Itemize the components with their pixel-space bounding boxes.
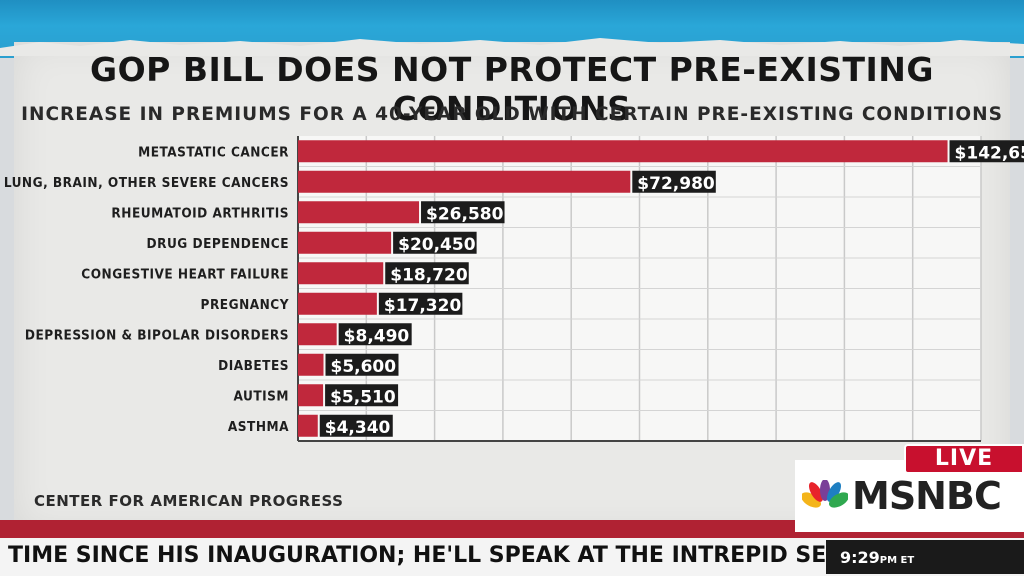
data-label: $20,450 — [398, 235, 476, 255]
bar — [298, 292, 377, 315]
live-badge: LIVE — [904, 444, 1024, 474]
broadcast-time: 9:29PM ET — [840, 548, 914, 567]
ticker-text: TIME SINCE HIS INAUGURATION; HE'LL SPEAK… — [8, 543, 902, 568]
data-label-box — [325, 353, 399, 376]
data-label: $18,720 — [390, 265, 468, 285]
bar — [298, 384, 324, 407]
time-suffix: PM ET — [879, 555, 915, 566]
category-label: METASTATIC CANCER — [138, 144, 289, 160]
network-name: MSNBC — [852, 474, 1002, 518]
bar — [298, 170, 631, 193]
ticker-red-strip — [0, 520, 1024, 540]
bar — [298, 231, 392, 254]
data-label-box — [632, 170, 716, 193]
data-label-box — [393, 231, 477, 254]
time-value: 9:29 — [840, 548, 880, 567]
bar — [298, 323, 337, 346]
data-label: $26,580 — [426, 204, 504, 224]
category-label: DEPRESSION & BIPOLAR DISORDERS — [25, 327, 289, 343]
data-label-box — [378, 292, 463, 315]
torn-paper-edge — [0, 38, 1024, 56]
category-label: PREGNANCY — [201, 297, 289, 313]
data-label-box — [949, 140, 1024, 163]
bar — [298, 201, 420, 224]
data-label: $5,600 — [330, 357, 396, 377]
chart-title: GOP BILL DOES NOT PROTECT PRE-EXISTING C… — [90, 50, 934, 128]
data-label-box — [421, 201, 505, 224]
data-label-box — [325, 384, 399, 407]
bar — [298, 414, 318, 437]
bar — [298, 140, 948, 163]
time-box — [826, 540, 1024, 574]
data-label-box — [385, 262, 469, 285]
data-label-box — [338, 323, 412, 346]
data-label: $17,320 — [384, 296, 462, 316]
data-label: $142,650 — [955, 143, 1024, 163]
category-label: AUTISM — [234, 388, 289, 404]
data-label-box — [319, 414, 393, 437]
category-label: DIABETES — [218, 358, 289, 374]
bar — [298, 353, 324, 376]
data-label: $5,510 — [330, 387, 396, 407]
data-label: $4,340 — [325, 418, 391, 438]
bar — [298, 262, 384, 285]
peacock-icon — [802, 480, 848, 508]
category-label: LUNG, BRAIN, OTHER SEVERE CANCERS — [4, 175, 289, 191]
data-label: $8,490 — [344, 326, 410, 346]
source-note: CENTER FOR AMERICAN PROGRESS — [34, 492, 344, 510]
category-label: ASTHMA — [228, 419, 289, 435]
category-label: RHEUMATOID ARTHRITIS — [111, 205, 289, 221]
chart-subtitle: INCREASE IN PREMIUMS FOR A 40-YEAR OLD W… — [21, 104, 1003, 125]
category-label: CONGESTIVE HEART FAILURE — [81, 266, 289, 282]
category-label: DRUG DEPENDENCE — [147, 236, 290, 252]
data-label: $72,980 — [637, 174, 715, 194]
